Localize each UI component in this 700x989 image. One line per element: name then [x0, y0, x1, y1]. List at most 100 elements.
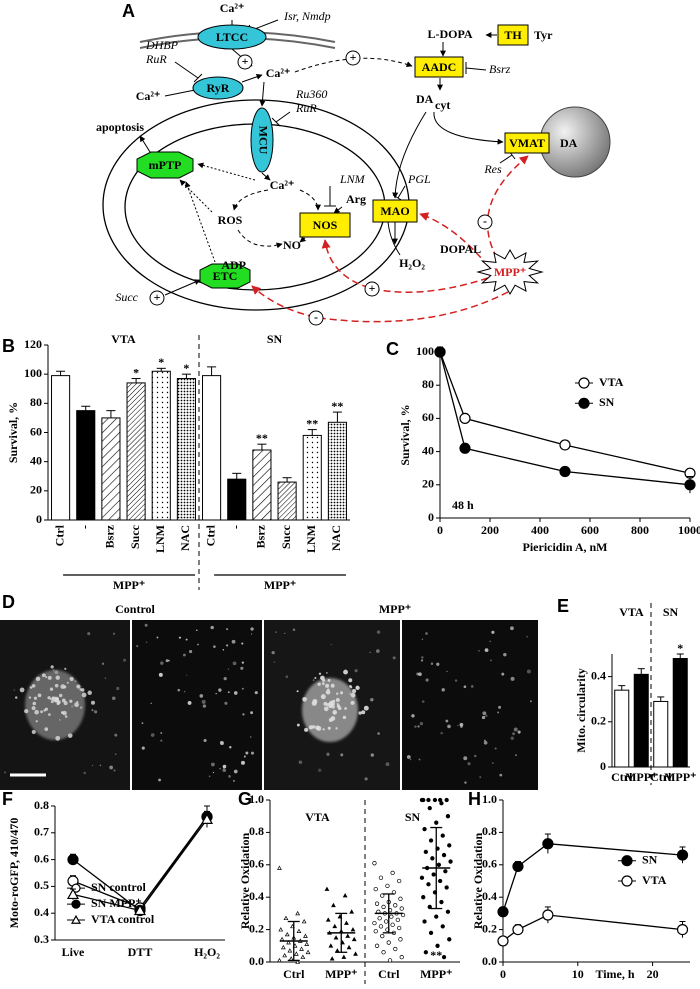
speckle — [32, 701, 37, 706]
shape — [174, 61, 203, 83]
speckle — [136, 644, 139, 648]
y-tick-label: 0.8 — [482, 824, 497, 838]
speckle — [40, 710, 43, 714]
marker — [67, 853, 79, 866]
speckle — [242, 713, 245, 716]
speckle — [463, 756, 468, 761]
marker — [284, 931, 290, 937]
speckle — [385, 762, 390, 767]
speckle — [498, 705, 502, 709]
marker — [277, 957, 282, 963]
speckle — [233, 780, 235, 782]
speckle — [354, 669, 358, 673]
marker — [341, 954, 347, 959]
speckle — [233, 769, 238, 774]
y-tick-label: 0.8 — [34, 798, 49, 812]
speckle — [322, 682, 325, 685]
marker — [422, 919, 427, 924]
speckle — [425, 632, 428, 635]
marker — [439, 899, 444, 905]
significance: * — [158, 355, 164, 369]
marker — [372, 920, 377, 926]
shape — [486, 155, 529, 259]
speckle — [327, 726, 331, 730]
label: AADC — [422, 60, 457, 74]
speckle — [158, 672, 163, 677]
x-tick-label: NAC — [178, 525, 192, 551]
legend-label: VTA — [599, 375, 624, 389]
speckle — [67, 733, 73, 738]
label: H₂O₂ — [399, 256, 425, 270]
speckle — [343, 669, 348, 675]
speckle — [457, 724, 459, 727]
speckle — [311, 725, 316, 729]
speckle — [233, 691, 238, 695]
speckle — [331, 705, 335, 709]
x-axis-label: Time, h — [595, 967, 634, 981]
series-line — [72, 816, 208, 909]
marker — [440, 924, 445, 929]
speckle — [529, 700, 532, 703]
speckle — [348, 678, 353, 683]
speckle — [64, 667, 67, 670]
speckle — [224, 701, 228, 705]
bar — [653, 700, 669, 768]
speckle — [481, 715, 486, 720]
speckle — [196, 629, 198, 631]
speckle — [420, 659, 424, 662]
speckle — [323, 706, 329, 712]
speckle — [418, 672, 422, 677]
x-tick-label: 400 — [531, 523, 549, 537]
shape — [271, 111, 291, 127]
marker — [387, 958, 393, 963]
label: Ca²⁺ — [270, 178, 295, 192]
label: apoptosis — [96, 120, 144, 134]
marker — [684, 479, 696, 491]
speckle — [47, 675, 52, 680]
speckle — [226, 628, 229, 631]
speckle — [116, 686, 120, 691]
speckle — [325, 671, 328, 674]
marker — [301, 918, 307, 924]
speckle — [202, 704, 207, 708]
speckle — [312, 679, 315, 682]
series-line — [439, 351, 691, 486]
x-tick-label: Bsrz — [254, 524, 268, 548]
label: Isr, Nmdp — [283, 9, 331, 23]
x-tick-label: 0 — [437, 523, 443, 537]
marker — [378, 875, 384, 880]
shape — [179, 179, 213, 213]
legend-label: SN — [599, 395, 615, 409]
y-tick-label: 80 — [30, 395, 42, 409]
speckle — [241, 642, 244, 645]
group-name: VTA — [305, 810, 330, 824]
panel-letter: A — [122, 1, 135, 21]
speckle — [273, 661, 276, 663]
speckle — [241, 661, 244, 664]
marker — [349, 909, 355, 914]
speckle — [325, 689, 331, 695]
speckle — [421, 700, 425, 703]
speckle — [109, 765, 113, 770]
x-axis-label: Piericidin A, nM — [523, 540, 608, 554]
group-name: SN — [405, 810, 421, 824]
speckle — [445, 719, 449, 723]
marker — [459, 442, 471, 454]
speckle — [340, 753, 344, 757]
label: PGL — [407, 172, 431, 186]
speckle — [52, 669, 55, 672]
speckle — [48, 713, 51, 716]
speckle — [222, 648, 225, 651]
speckle — [312, 698, 318, 704]
speckle — [187, 700, 192, 705]
speckle — [219, 740, 223, 744]
bar — [277, 481, 297, 521]
shape — [132, 620, 262, 790]
marker — [559, 465, 571, 478]
panel-letter: F — [2, 789, 13, 809]
speckle — [223, 768, 225, 770]
speckle — [54, 698, 59, 703]
group-name: SN — [663, 605, 679, 619]
speckle — [113, 769, 116, 772]
x-tick-label: Succ — [128, 524, 142, 549]
